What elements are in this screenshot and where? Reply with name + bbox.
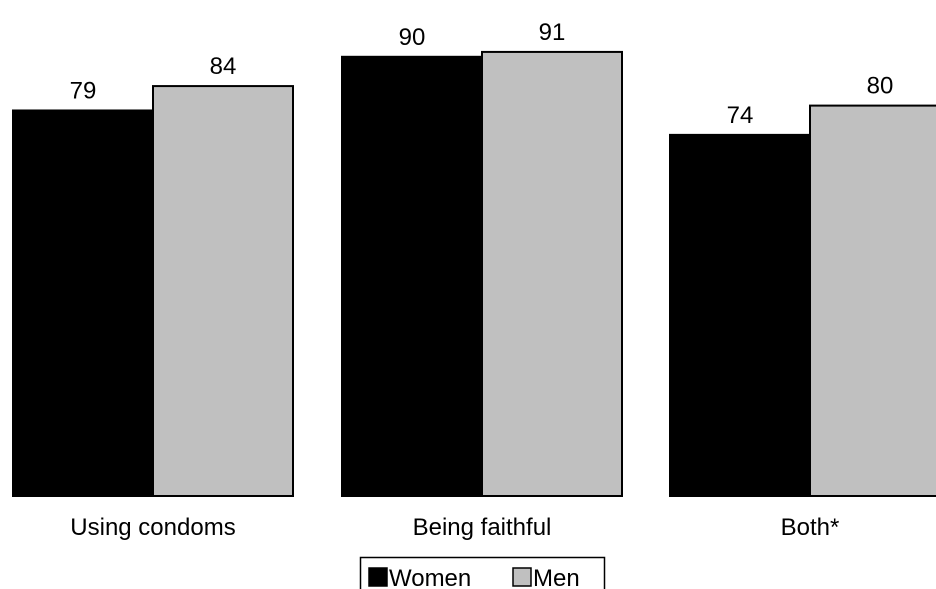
legend-label-men: Men (533, 565, 580, 589)
legend-frame (359, 556, 606, 589)
legend-label-women: Women (389, 565, 471, 589)
bars-layer (12, 50, 936, 498)
value-label-women-being-faithful: 90 (399, 24, 426, 51)
value-labels-layer: 79 84 90 91 74 80 (70, 19, 894, 129)
value-label-men-using-condoms: 84 (210, 53, 237, 80)
bar-men-using-condoms (152, 85, 294, 498)
bar-women-both (669, 133, 811, 497)
value-label-men-being-faithful: 91 (539, 19, 566, 46)
bar-men-both (809, 104, 936, 497)
legend: Women Men (359, 556, 606, 589)
category-label-being-faithful: Being faithful (413, 514, 552, 541)
value-label-men-both: 80 (867, 73, 894, 100)
category-label-both: Both* (781, 514, 840, 541)
value-label-women-both: 74 (727, 102, 754, 129)
category-labels-layer: Using condoms Being faithful Both* (70, 514, 839, 541)
legend-swatch-men (512, 567, 532, 587)
bar-women-being-faithful (341, 55, 483, 498)
legend-swatch-women (368, 567, 388, 587)
bar-men-being-faithful (481, 50, 623, 497)
bar-women-using-condoms (12, 109, 154, 497)
value-label-women-using-condoms: 79 (70, 77, 97, 104)
category-label-using-condoms: Using condoms (70, 514, 235, 541)
